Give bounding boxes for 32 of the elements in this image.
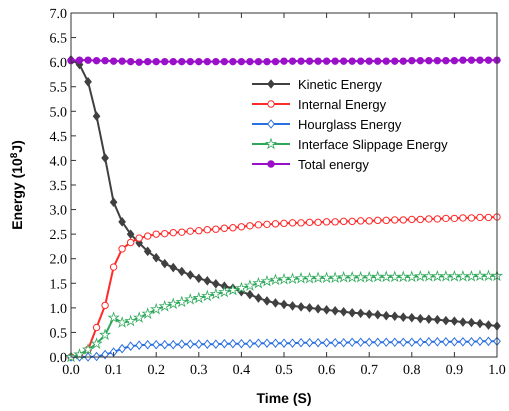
legend-label: Kinetic Energy bbox=[298, 77, 382, 92]
legend-label: Total energy bbox=[298, 157, 370, 172]
x-tick-label: 0.9 bbox=[446, 363, 464, 378]
y-tick-label: 0.0 bbox=[50, 351, 67, 366]
y-tick-label: 3.0 bbox=[50, 204, 67, 219]
x-tick-label: 0.5 bbox=[275, 363, 293, 378]
x-tick-label: 0.1 bbox=[104, 363, 122, 378]
x-tick-label: 0.0 bbox=[62, 363, 80, 378]
y-tick-label: 0.5 bbox=[50, 326, 67, 342]
y-tick-label: 3.5 bbox=[50, 179, 67, 194]
y-tick-label: 5.5 bbox=[50, 80, 67, 96]
x-tick-label: 0.4 bbox=[232, 363, 250, 378]
legend-label: Internal Energy bbox=[298, 97, 387, 112]
y-tick-label: 1.5 bbox=[50, 277, 67, 292]
x-tick-label: 0.8 bbox=[403, 363, 421, 378]
y-tick-label: 1.0 bbox=[50, 302, 67, 317]
y-tick-label: 6.5 bbox=[50, 32, 67, 47]
x-tick-label: 0.2 bbox=[147, 363, 165, 378]
legend-label: Interface Slippage Energy bbox=[298, 137, 448, 152]
x-tick-label: 1.0 bbox=[488, 363, 506, 378]
y-tick-label: 4.5 bbox=[50, 130, 67, 145]
y-tick-label: 6.0 bbox=[50, 56, 67, 72]
x-tick-label: 0.6 bbox=[318, 363, 336, 378]
y-tick-label: 7.0 bbox=[50, 7, 67, 22]
y-tick-label: 2.5 bbox=[50, 228, 67, 244]
y-tick-label: 5.0 bbox=[50, 105, 67, 120]
y-tick-label: 2.0 bbox=[50, 252, 67, 268]
y-tick-label: 4.0 bbox=[50, 154, 67, 170]
legend-label: Hourglass Energy bbox=[298, 117, 402, 132]
x-axis-title: Time (S) bbox=[256, 390, 312, 406]
x-tick-label: 0.7 bbox=[360, 363, 378, 378]
x-tick-label: 0.3 bbox=[190, 363, 208, 378]
